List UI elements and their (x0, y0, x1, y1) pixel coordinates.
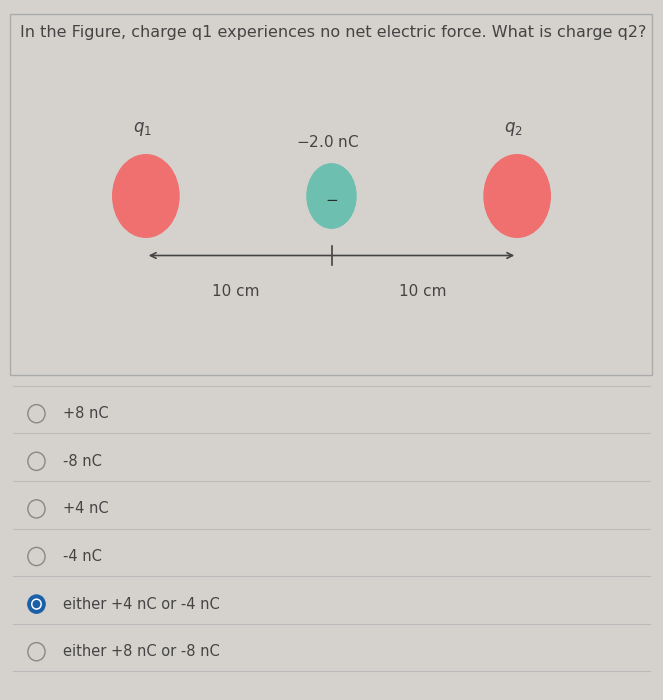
Text: 10 cm: 10 cm (399, 284, 447, 298)
Text: +4 nC: +4 nC (63, 501, 109, 517)
Circle shape (32, 599, 41, 609)
Text: $q_1$: $q_1$ (133, 120, 152, 138)
Text: +8 nC: +8 nC (63, 406, 109, 421)
Text: $q_2$: $q_2$ (505, 120, 523, 138)
Ellipse shape (484, 155, 550, 237)
Text: In the Figure, charge q1 experiences no net electric force. What is charge q2?: In the Figure, charge q1 experiences no … (20, 25, 646, 39)
Text: either +8 nC or -8 nC: either +8 nC or -8 nC (63, 644, 219, 659)
Text: 10 cm: 10 cm (211, 284, 259, 298)
Text: $-2.0\ \mathrm{nC}$: $-2.0\ \mathrm{nC}$ (296, 134, 360, 150)
Text: either +4 nC or -4 nC: either +4 nC or -4 nC (63, 596, 219, 612)
Text: $-$: $-$ (325, 191, 338, 206)
Circle shape (28, 595, 45, 613)
Text: -4 nC: -4 nC (63, 549, 102, 564)
Ellipse shape (113, 155, 179, 237)
Circle shape (33, 601, 40, 608)
Ellipse shape (307, 164, 356, 228)
Text: -8 nC: -8 nC (63, 454, 102, 469)
